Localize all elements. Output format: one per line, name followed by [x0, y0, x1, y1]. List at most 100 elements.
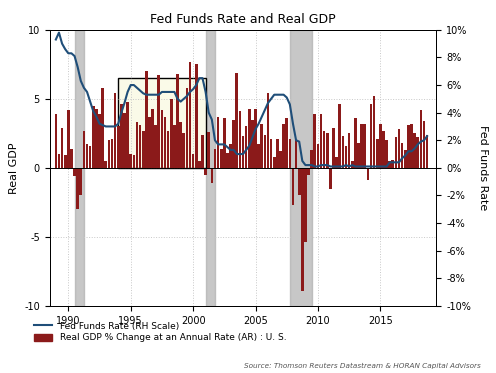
- Bar: [354, 118, 357, 168]
- Bar: [223, 118, 226, 168]
- Bar: [76, 168, 79, 209]
- Bar: [67, 110, 69, 168]
- Bar: [332, 128, 335, 168]
- Bar: [391, 160, 394, 168]
- Bar: [260, 124, 263, 168]
- Bar: [170, 99, 173, 168]
- Bar: [292, 168, 294, 205]
- Bar: [105, 161, 107, 168]
- Bar: [120, 104, 123, 168]
- Bar: [279, 151, 282, 168]
- Bar: [257, 144, 260, 168]
- Bar: [167, 131, 170, 168]
- Bar: [101, 88, 104, 168]
- Bar: [95, 109, 98, 168]
- Bar: [210, 168, 213, 183]
- Bar: [79, 168, 82, 195]
- Bar: [173, 125, 176, 168]
- Bar: [351, 161, 354, 168]
- Bar: [207, 132, 210, 168]
- Bar: [373, 96, 375, 168]
- Bar: [401, 143, 403, 168]
- Bar: [195, 65, 197, 168]
- Bar: [239, 111, 241, 168]
- Bar: [129, 154, 132, 168]
- Bar: [407, 125, 410, 168]
- Bar: [151, 109, 154, 168]
- Bar: [379, 124, 381, 168]
- Bar: [158, 75, 160, 168]
- Bar: [367, 168, 369, 180]
- Bar: [161, 110, 163, 168]
- Bar: [304, 168, 307, 242]
- Bar: [273, 157, 276, 168]
- Bar: [236, 73, 238, 168]
- Bar: [426, 135, 429, 168]
- Bar: [338, 104, 341, 168]
- Bar: [206, 30, 215, 306]
- Bar: [188, 62, 191, 168]
- Bar: [370, 104, 372, 168]
- Bar: [135, 122, 138, 168]
- Bar: [154, 125, 157, 168]
- Bar: [417, 138, 419, 168]
- Bar: [164, 117, 166, 168]
- Bar: [204, 168, 207, 175]
- Bar: [320, 114, 322, 168]
- Bar: [117, 126, 120, 168]
- Bar: [186, 88, 188, 168]
- Bar: [74, 30, 84, 306]
- Bar: [98, 114, 101, 168]
- Bar: [83, 131, 85, 168]
- Bar: [289, 139, 291, 168]
- Bar: [58, 154, 61, 168]
- Bar: [316, 144, 319, 168]
- Bar: [357, 143, 360, 168]
- Bar: [123, 113, 126, 168]
- Bar: [385, 140, 388, 168]
- Title: Fed Funds Rate and Real GDP: Fed Funds Rate and Real GDP: [150, 13, 336, 26]
- Bar: [242, 136, 245, 168]
- Bar: [111, 139, 113, 168]
- Bar: [282, 124, 285, 168]
- Y-axis label: Fed Funds Rate: Fed Funds Rate: [478, 125, 488, 210]
- Bar: [108, 140, 110, 168]
- Bar: [201, 135, 204, 168]
- Bar: [348, 134, 351, 168]
- Text: Source: Thomson Reuters Datastream & HORAN Capital Advisors: Source: Thomson Reuters Datastream & HOR…: [245, 363, 481, 369]
- Bar: [176, 74, 179, 168]
- Bar: [360, 124, 363, 168]
- Bar: [323, 131, 325, 168]
- Bar: [410, 124, 413, 168]
- Bar: [183, 134, 185, 168]
- Bar: [226, 153, 229, 168]
- Bar: [132, 156, 135, 168]
- Bar: [420, 110, 422, 168]
- Bar: [388, 161, 391, 168]
- Bar: [382, 131, 385, 168]
- Bar: [267, 93, 269, 168]
- Bar: [395, 138, 397, 168]
- Bar: [180, 122, 182, 168]
- Bar: [254, 109, 257, 168]
- Bar: [145, 71, 148, 168]
- Bar: [86, 144, 88, 168]
- Bar: [310, 150, 313, 168]
- Bar: [285, 118, 288, 168]
- Bar: [290, 30, 311, 306]
- Bar: [139, 125, 141, 168]
- Bar: [64, 156, 66, 168]
- Bar: [413, 134, 416, 168]
- Bar: [217, 117, 219, 168]
- Bar: [298, 168, 301, 195]
- Bar: [70, 148, 73, 168]
- Bar: [376, 139, 378, 168]
- Bar: [114, 93, 117, 168]
- Bar: [313, 114, 316, 168]
- Bar: [55, 114, 57, 168]
- Bar: [335, 157, 338, 168]
- Bar: [276, 139, 279, 168]
- Bar: [229, 144, 232, 168]
- Bar: [220, 148, 223, 168]
- Bar: [61, 128, 63, 168]
